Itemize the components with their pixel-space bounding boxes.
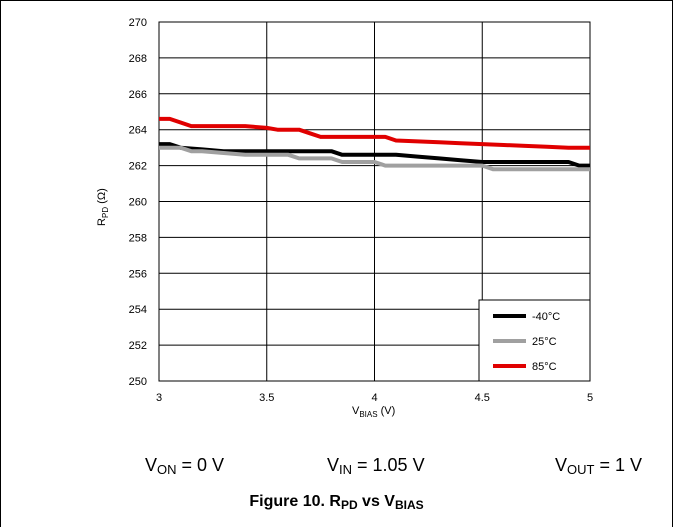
condition-vout: VOUT = 1 V <box>555 455 642 477</box>
y-tick-label: 252 <box>129 340 147 352</box>
x-tick-label: 3 <box>156 392 162 404</box>
y-tick-label: 254 <box>129 304 147 316</box>
y-tick-label: 260 <box>129 197 147 209</box>
plot-border <box>158 21 591 382</box>
x-tick-label: 4 <box>371 392 377 404</box>
legend-label-0: -40°C <box>532 311 560 323</box>
series-line-1 <box>159 145 590 172</box>
x-tick-label: 3.5 <box>259 392 274 404</box>
y-tick-label: 264 <box>129 125 147 137</box>
legend-label-1: 25°C <box>532 336 557 348</box>
x-tick-label: 5 <box>587 392 593 404</box>
figure-caption: Figure 10. RPD vs VBIAS <box>249 493 424 512</box>
x-tick-label: 4.5 <box>475 392 490 404</box>
y-axis-label: RPD (Ω) <box>95 188 110 226</box>
y-tick-label: 258 <box>129 232 147 244</box>
y-tick-label: 268 <box>129 53 147 65</box>
condition-von: VON = 0 V <box>145 455 225 477</box>
y-tick-label: 270 <box>129 17 147 29</box>
y-tick-label: 256 <box>129 268 147 280</box>
y-tick-label: 262 <box>129 161 147 173</box>
y-tick-label: 250 <box>129 376 147 388</box>
legend-label-2: 85°C <box>532 361 557 373</box>
series-line-2 <box>159 116 590 150</box>
x-axis-label: VBIAS (V) <box>352 405 396 420</box>
y-tick-label: 266 <box>129 89 147 101</box>
condition-vin: VIN = 1.05 V <box>327 455 425 477</box>
